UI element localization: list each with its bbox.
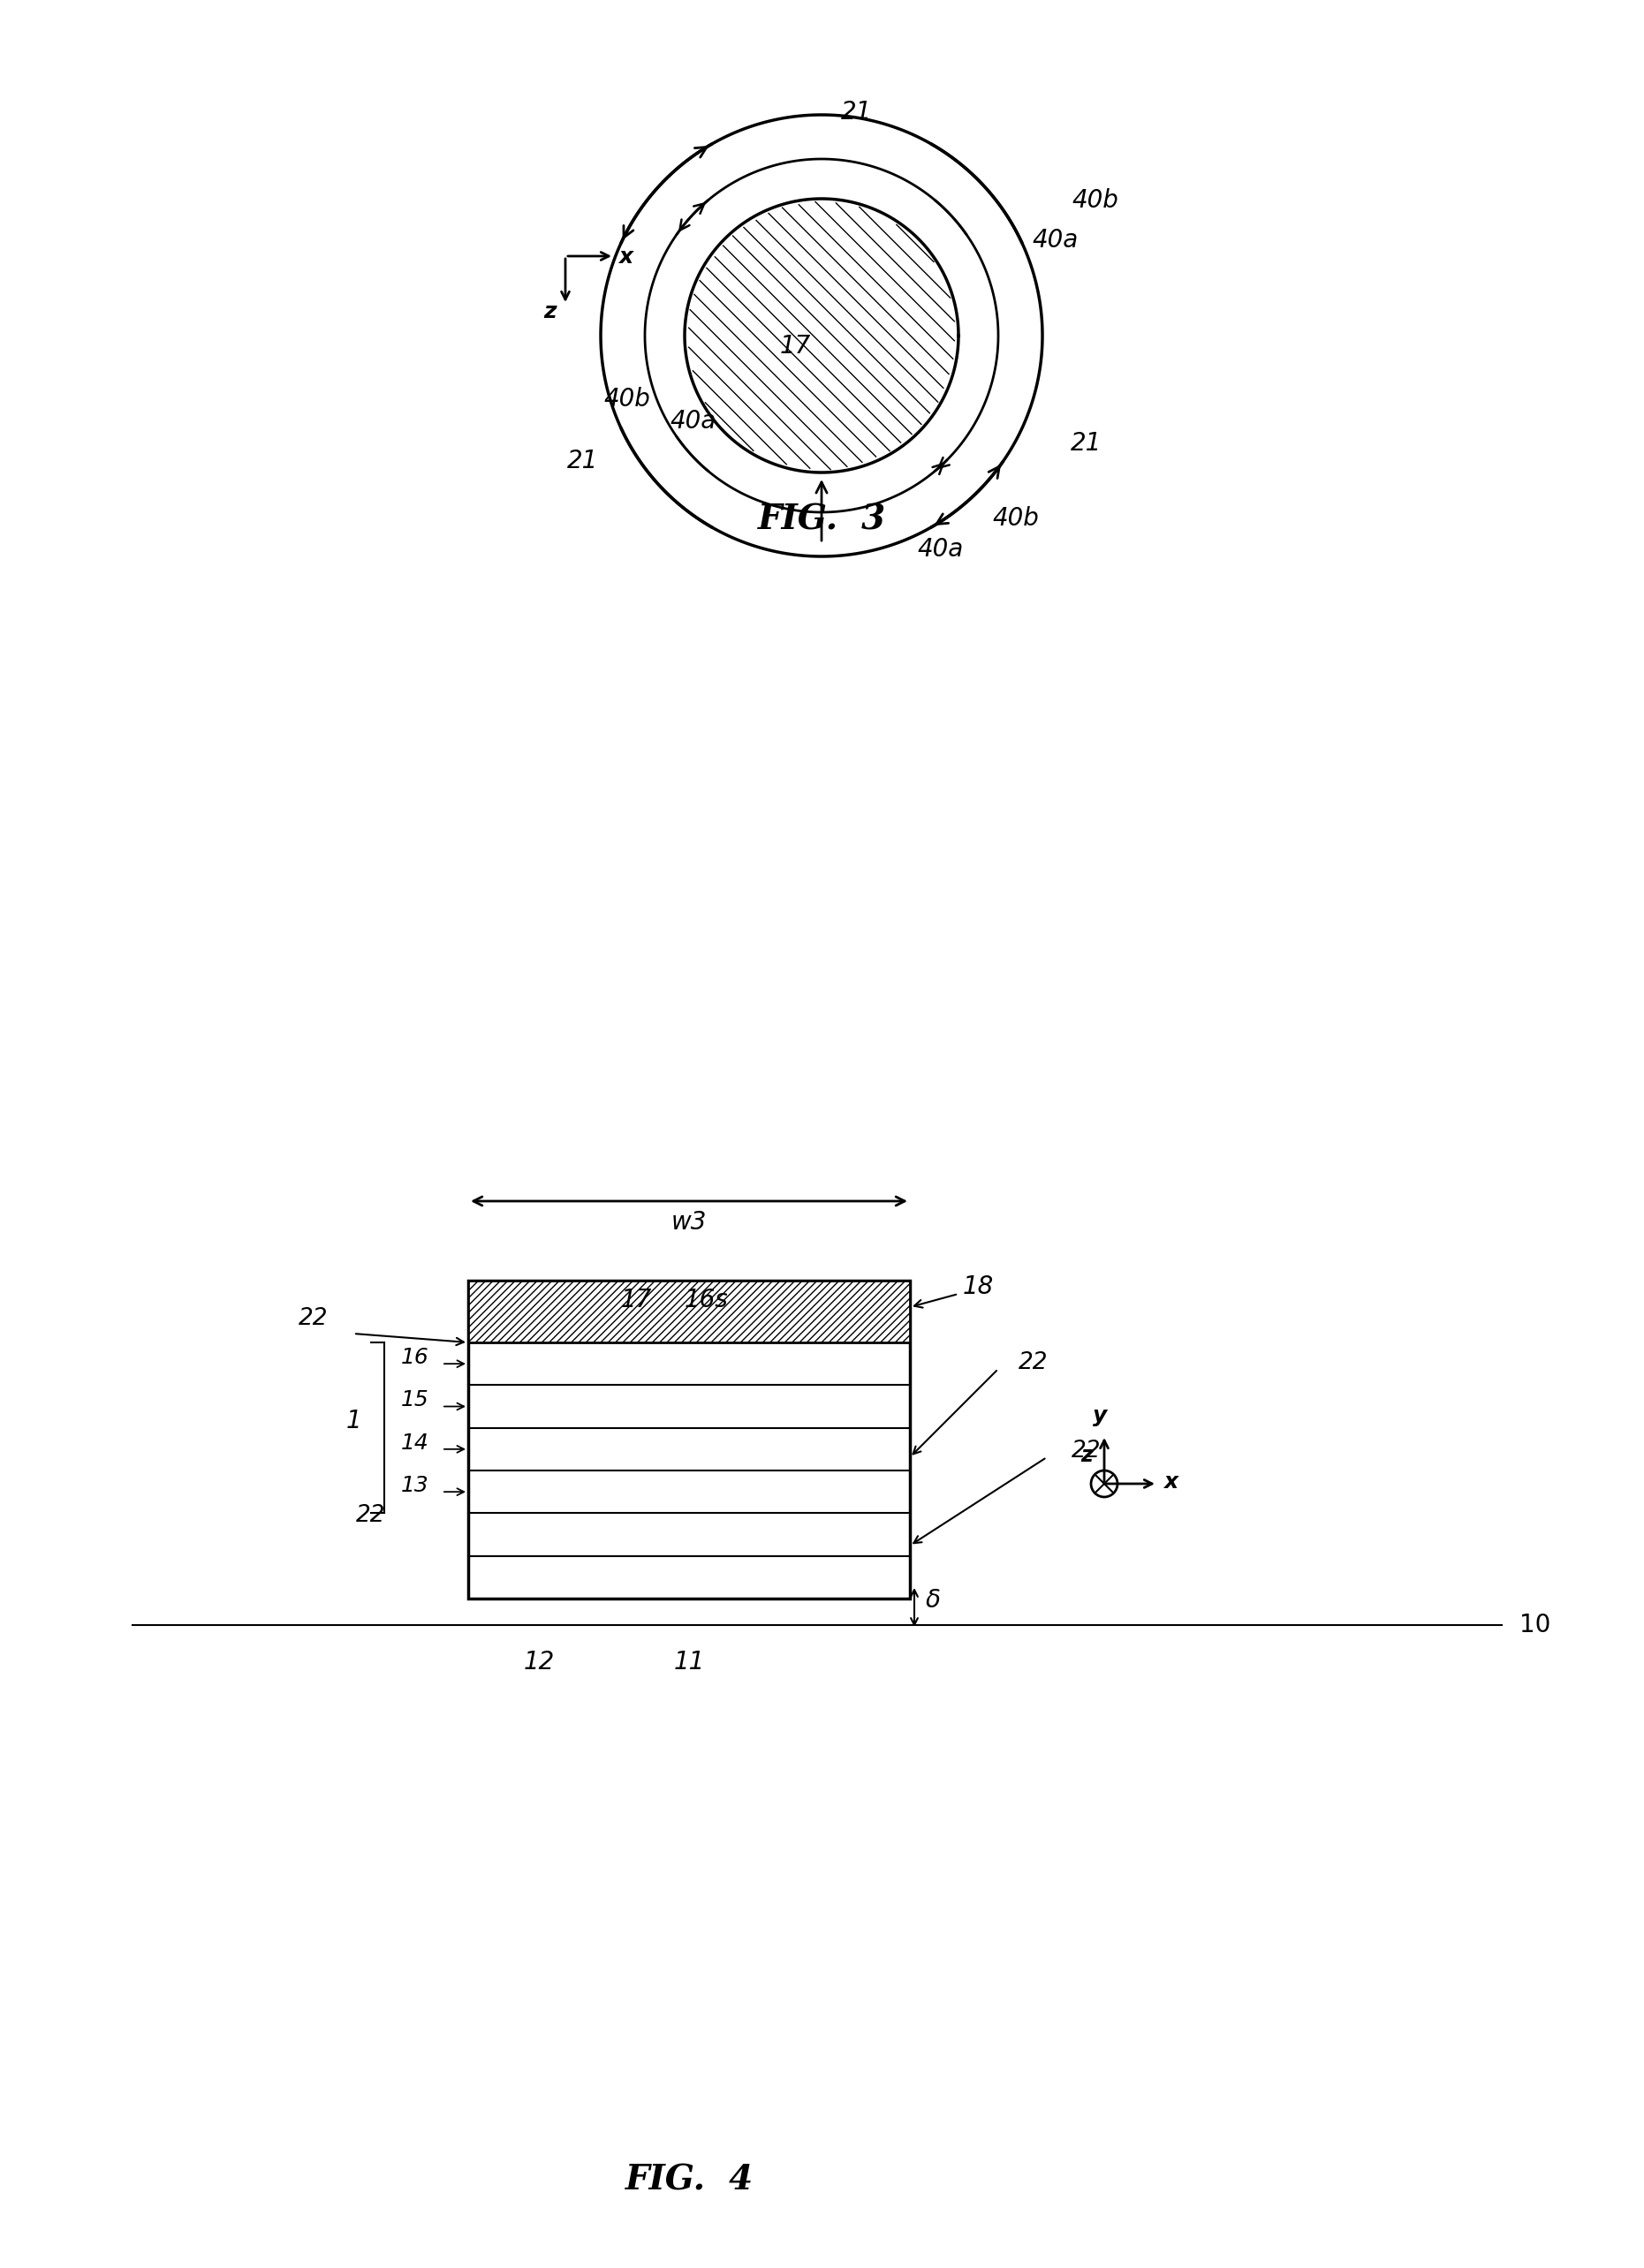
Text: 16s: 16s xyxy=(686,1288,728,1313)
Text: 40a: 40a xyxy=(917,538,963,562)
Text: 16: 16 xyxy=(401,1347,429,1368)
Text: 18: 18 xyxy=(963,1275,995,1300)
Text: x: x xyxy=(1164,1472,1177,1492)
Text: w3: w3 xyxy=(671,1209,707,1234)
Bar xyxy=(469,1281,909,1599)
Text: 21: 21 xyxy=(1070,431,1101,456)
Text: 22: 22 xyxy=(357,1504,386,1526)
Text: 13: 13 xyxy=(401,1474,429,1497)
Text: FIG.  3: FIG. 3 xyxy=(758,503,886,538)
Text: 40b: 40b xyxy=(603,388,651,411)
Text: 15: 15 xyxy=(401,1390,429,1411)
Text: x: x xyxy=(618,247,633,268)
Text: y: y xyxy=(1093,1406,1106,1427)
Text: 40b: 40b xyxy=(993,506,1039,531)
Text: 40b: 40b xyxy=(1072,188,1120,213)
Text: 14: 14 xyxy=(401,1433,429,1454)
Text: z: z xyxy=(1080,1445,1093,1465)
Text: 12: 12 xyxy=(523,1649,554,1674)
Text: 22: 22 xyxy=(1019,1352,1049,1374)
Text: 22: 22 xyxy=(299,1306,329,1329)
Text: 11: 11 xyxy=(674,1649,705,1674)
Text: 40a: 40a xyxy=(1032,227,1078,252)
Text: z: z xyxy=(543,302,556,322)
Text: FIG.  4: FIG. 4 xyxy=(625,2164,753,2198)
Text: 21: 21 xyxy=(842,100,873,125)
Text: 22: 22 xyxy=(1072,1440,1101,1463)
Text: 21: 21 xyxy=(567,449,598,474)
Bar xyxy=(469,1281,909,1343)
Text: δ: δ xyxy=(926,1588,940,1613)
Text: 17: 17 xyxy=(620,1288,651,1313)
Text: 17: 17 xyxy=(779,333,810,358)
Text: 1: 1 xyxy=(345,1408,362,1433)
Text: 40a: 40a xyxy=(671,408,717,433)
Text: 10: 10 xyxy=(1519,1613,1550,1637)
